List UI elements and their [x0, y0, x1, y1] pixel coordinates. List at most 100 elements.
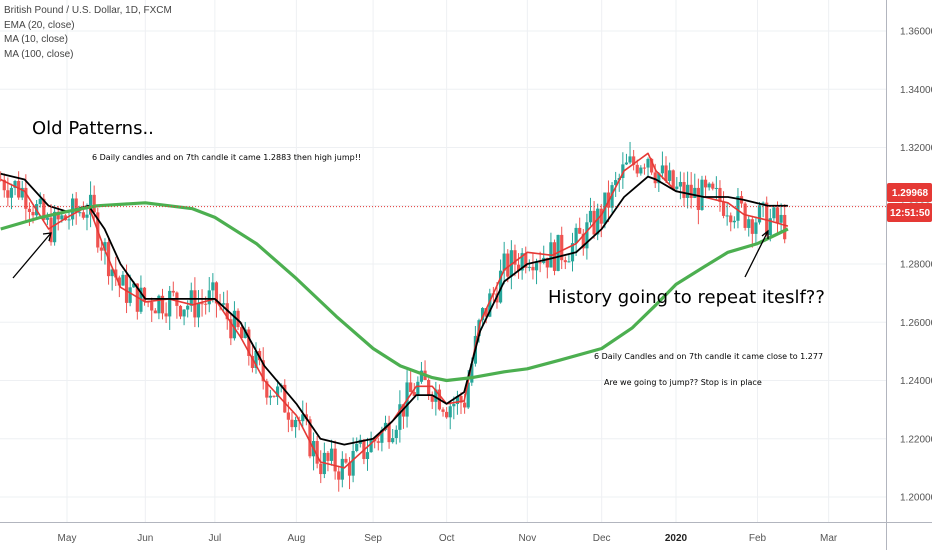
candle-body — [700, 179, 704, 210]
candle-body — [13, 181, 17, 188]
candle-body — [506, 253, 510, 277]
annotation-note-new: 6 Daily Candles and on 7th candle it cam… — [594, 352, 823, 361]
candle-body — [182, 309, 186, 317]
candle-body — [671, 170, 675, 189]
candle-body — [409, 382, 413, 393]
candle-body — [754, 222, 758, 234]
ema-20-line — [0, 152, 789, 469]
annotation-old-patterns: Old Patterns.. — [32, 118, 154, 139]
candle-body — [718, 187, 722, 202]
candle-body — [56, 211, 60, 220]
candle-body — [247, 329, 251, 356]
candle-body — [114, 269, 118, 278]
candle-body — [387, 422, 391, 443]
candle-body — [578, 227, 582, 234]
x-tick-label: Feb — [749, 533, 767, 544]
candle-body — [308, 419, 312, 457]
candle-body — [329, 448, 334, 461]
candle-body — [99, 247, 103, 251]
candle-body — [685, 184, 690, 198]
candle-body — [534, 262, 539, 271]
grid — [0, 0, 886, 522]
candle-body — [319, 463, 323, 475]
candle-body — [42, 198, 46, 220]
candle-body — [747, 219, 751, 228]
candle-body — [110, 269, 114, 277]
candle-body — [610, 185, 614, 208]
candle-body — [74, 198, 78, 213]
candle-body — [196, 303, 201, 318]
x-tick-label: Aug — [287, 533, 305, 544]
candle-body — [628, 156, 632, 163]
candle-body — [632, 156, 636, 165]
candle-body — [768, 218, 772, 236]
y-tick-label: 1.26000 — [900, 318, 932, 329]
candle-body — [78, 212, 82, 214]
x-tick-label: Oct — [439, 533, 455, 544]
arrow-new — [744, 230, 769, 278]
candle-body — [484, 308, 488, 317]
candle-body — [646, 158, 650, 168]
candle-body — [653, 172, 657, 184]
price-badge-bg — [887, 183, 932, 202]
candle-body — [574, 227, 578, 244]
x-tick-label: Sep — [364, 533, 382, 544]
x-tick-label: 2020 — [665, 533, 688, 544]
candle-body — [171, 290, 175, 293]
timer-badge-bg — [887, 203, 932, 222]
candle-body — [49, 217, 53, 243]
candle-body — [178, 305, 183, 317]
candle-body — [455, 396, 460, 405]
annotation-history: History going to repeat iteslf?? — [548, 287, 825, 308]
candle-body — [434, 389, 438, 402]
candle-body — [660, 165, 665, 174]
candle-body — [513, 250, 517, 265]
candle-body — [261, 360, 265, 382]
legend-ema[interactable]: EMA (20, close) — [4, 19, 75, 31]
candle-body — [567, 261, 571, 263]
candle-body — [427, 379, 431, 396]
candle-body — [524, 253, 528, 268]
y-tick-label: 1.32000 — [900, 143, 932, 154]
candle-body — [326, 452, 330, 461]
candle-body — [391, 438, 395, 443]
candle-body — [92, 194, 96, 213]
legend-ma100[interactable]: MA (100, close) — [4, 48, 74, 60]
candle-body — [290, 419, 294, 428]
candle-body — [721, 201, 726, 216]
candle-body — [711, 183, 715, 189]
candle-body — [168, 290, 172, 317]
candle-body — [232, 310, 237, 339]
candle-body — [452, 404, 456, 407]
candle-body — [243, 329, 247, 339]
candle-body — [639, 167, 643, 174]
candle-body — [650, 158, 654, 173]
candle-body — [9, 187, 14, 198]
legend: British Pound / U.S. Dollar, 1D, FXCM EM… — [4, 4, 172, 62]
candle-body — [286, 412, 290, 420]
price-badge-value: 1.29968 — [892, 188, 929, 199]
candle-body — [45, 217, 50, 220]
arrow-old — [12, 232, 52, 279]
candle-body — [380, 429, 384, 443]
ma-100-line — [0, 201, 789, 383]
candle-body — [337, 471, 341, 480]
y-tick-label: 1.20000 — [900, 493, 932, 504]
candle-body — [355, 443, 359, 451]
candle-body — [624, 162, 629, 165]
legend-ma10[interactable]: MA (10, close) — [4, 34, 68, 45]
candle-body — [732, 220, 736, 223]
candle-body — [678, 182, 682, 187]
indicator-lines — [0, 152, 789, 469]
candle-body — [581, 233, 585, 249]
candle-body — [635, 164, 639, 174]
candle-body — [38, 198, 42, 205]
candle-body — [376, 441, 380, 443]
candle-body — [333, 448, 337, 472]
candle-body — [160, 295, 165, 314]
candle-body — [480, 308, 485, 321]
candle-body — [466, 382, 470, 408]
candle-body — [153, 310, 157, 314]
legend-symbol[interactable]: British Pound / U.S. Dollar, 1D, FXCM — [4, 5, 172, 16]
